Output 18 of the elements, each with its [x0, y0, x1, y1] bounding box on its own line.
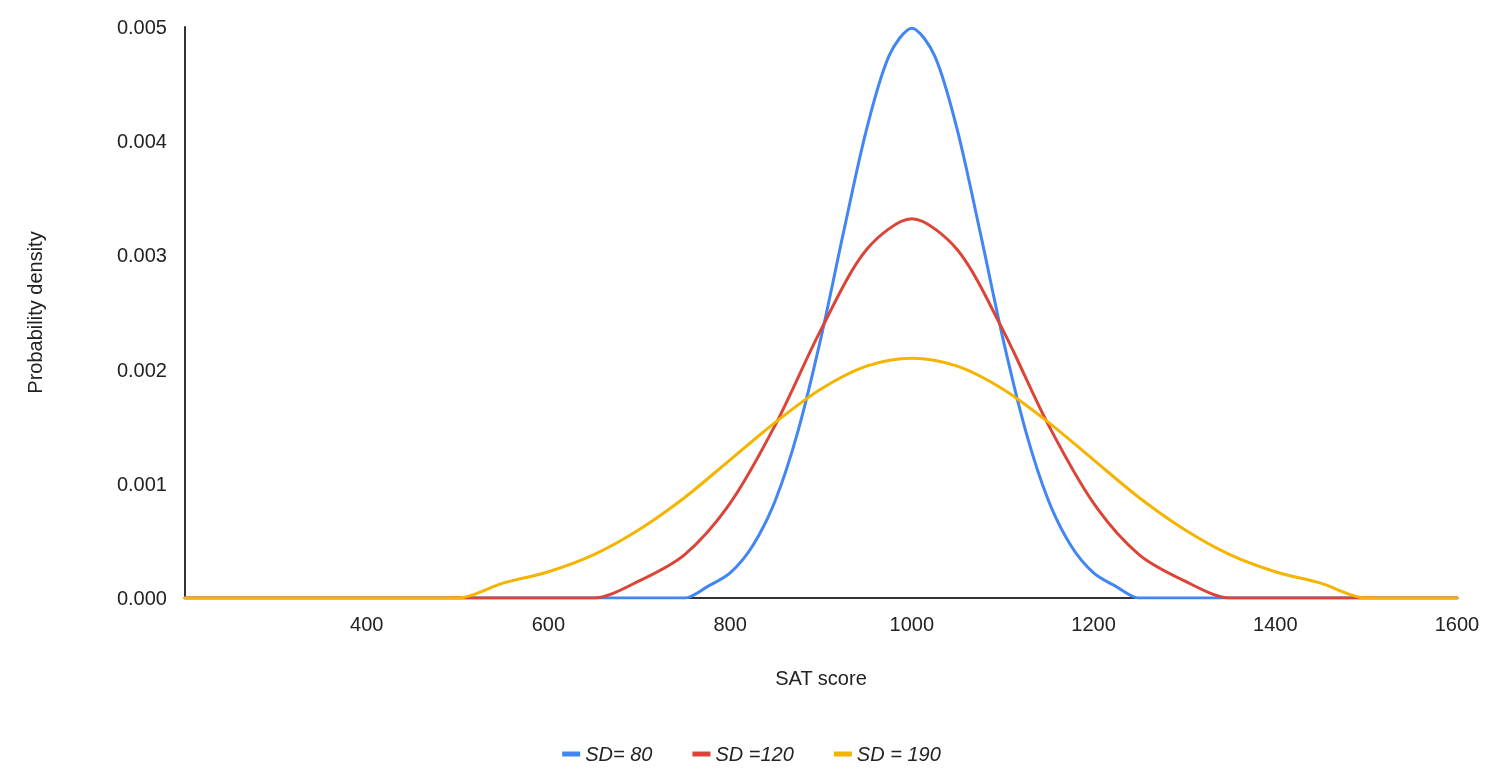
legend-label: SD= 80 — [585, 743, 653, 765]
x-tick-label: 1600 — [1434, 613, 1480, 635]
legend-label: SD =120 — [715, 743, 794, 765]
y-tick-label: 0.001 — [116, 472, 167, 495]
x-tick-label: 1000 — [889, 613, 935, 635]
x-axis-title: SAT score — [775, 667, 867, 689]
y-tick-label: 0.003 — [116, 244, 167, 267]
legend-label: SD = 190 — [856, 743, 941, 765]
x-tick-label: 1400 — [1253, 613, 1298, 635]
y-tick-label: 0.002 — [116, 358, 167, 381]
x-tick-label: 600 — [531, 613, 566, 635]
y-tick-label: 0.005 — [116, 16, 167, 38]
y-axis-title: Probability density — [24, 231, 46, 394]
x-tick-label: 1200 — [1071, 613, 1116, 635]
x-tick-label: 800 — [713, 613, 747, 635]
x-tick-label: 400 — [350, 613, 384, 635]
y-tick-label: 0.004 — [116, 130, 167, 153]
y-tick-label: 0.000 — [116, 587, 167, 609]
